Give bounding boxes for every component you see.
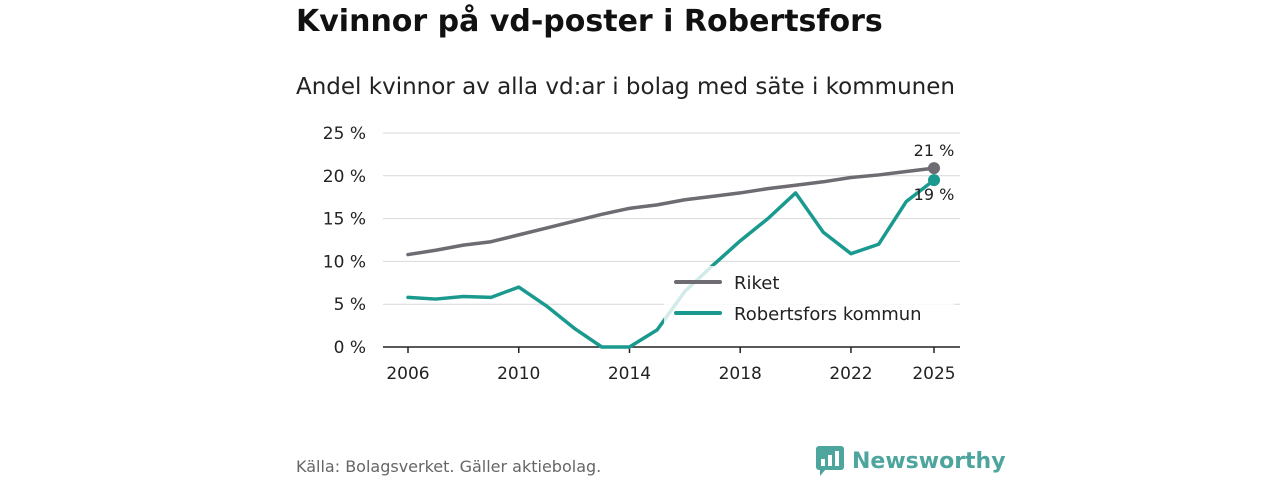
- chart-subtitle: Andel kvinnor av alla vd:ar i bolag med …: [296, 74, 955, 100]
- y-tick-label: 20 %: [323, 167, 366, 187]
- brand-name: Newsworthy: [852, 448, 1006, 474]
- riket-end-marker: [928, 162, 940, 175]
- y-tick-label: 5 %: [334, 295, 366, 315]
- x-tick-label: 2018: [719, 364, 762, 384]
- riket-line: [406, 166, 936, 257]
- legend-label-kommun: Robertsfors kommun: [734, 304, 922, 325]
- x-tick-label: 2006: [386, 364, 429, 384]
- chart-title: Kvinnor på vd-poster i Robertsfors: [296, 4, 883, 39]
- x-tick-label: 2025: [912, 364, 955, 384]
- x-tick-label: 2010: [497, 364, 540, 384]
- y-tick-label: 15 %: [323, 210, 366, 230]
- y-tick-label: 10 %: [323, 252, 366, 272]
- x-tick-label: 2022: [829, 364, 872, 384]
- newsworthy-logo: Newsworthy: [816, 446, 1006, 476]
- legend-background: [664, 266, 954, 330]
- legend-label-riket: Riket: [734, 273, 779, 294]
- newsworthy-icon: [816, 446, 844, 476]
- kommun-end-label: 19 %: [914, 185, 955, 204]
- x-tick-label: 2014: [608, 364, 651, 384]
- riket-end-label: 21 %: [914, 141, 955, 160]
- kommun-end-marker: [928, 174, 940, 187]
- y-tick-label: 25 %: [323, 124, 366, 144]
- source-note: Källa: Bolagsverket. Gäller aktiebolag.: [296, 457, 602, 476]
- y-tick-label: 0 %: [334, 338, 366, 358]
